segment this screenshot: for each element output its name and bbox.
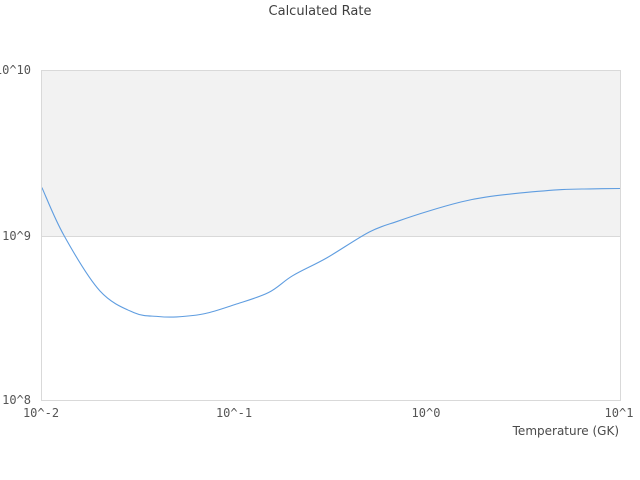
x-tick-1e-2: 10^-2 bbox=[22, 406, 60, 420]
x-tick-1e0: 10^0 bbox=[411, 406, 441, 420]
plot-area bbox=[41, 70, 621, 401]
y-tick-1e9: 10^9 bbox=[2, 229, 31, 243]
rate-curve bbox=[42, 187, 620, 318]
x-tick-1e-1: 10^-1 bbox=[215, 406, 253, 420]
rate-curve-svg bbox=[42, 187, 620, 318]
y-tick-1e8: 10^8 bbox=[2, 393, 31, 407]
x-axis-label: Temperature (GK) bbox=[512, 424, 619, 438]
y-tick-1e10: 10^10 bbox=[0, 63, 31, 77]
x-tick-1e1: 10^1 bbox=[604, 406, 634, 420]
chart-title: Calculated Rate bbox=[268, 4, 372, 19]
shaded-band bbox=[42, 71, 620, 237]
